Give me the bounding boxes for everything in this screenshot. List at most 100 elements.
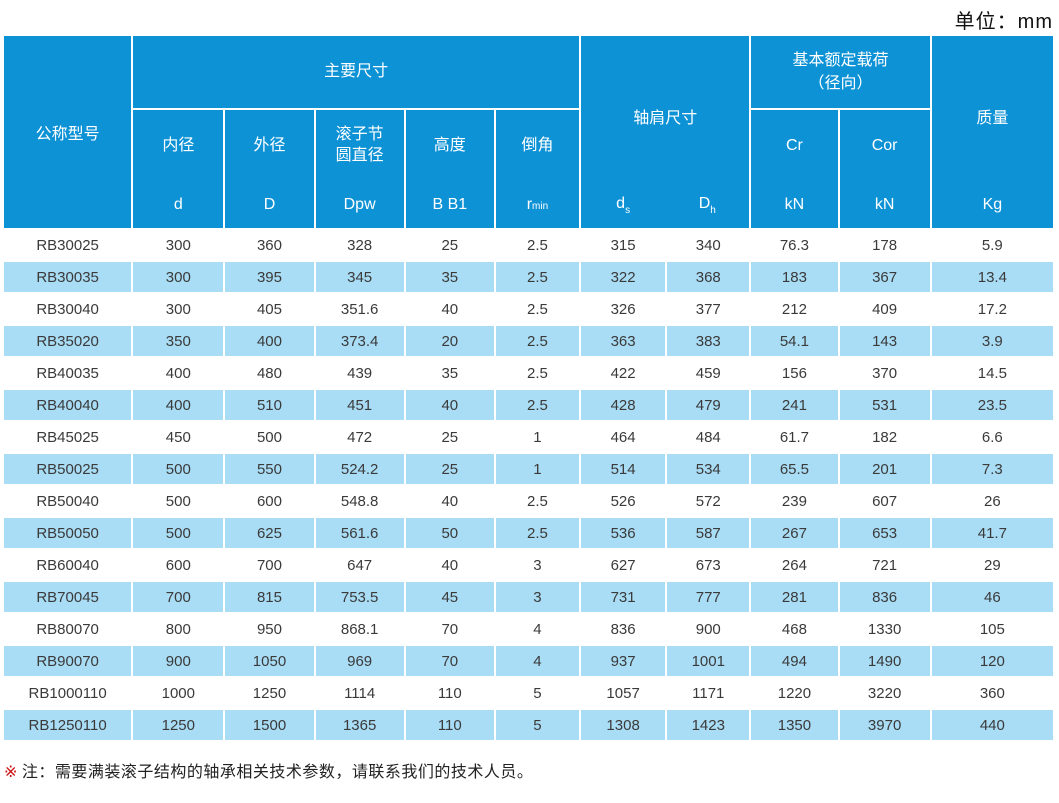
table-cell: 753.5 [315, 582, 404, 612]
col-group-shoulder-dimensions: 轴肩尺寸 ds Dh [581, 36, 750, 228]
table-cell: 400 [225, 326, 314, 356]
table-cell: 836 [839, 582, 930, 612]
table-cell: 13.4 [931, 262, 1053, 292]
table-cell: 367 [839, 262, 930, 292]
table-cell: 25 [405, 422, 494, 452]
table-cell: 45 [405, 582, 494, 612]
footnote-asterisk: ※ [4, 764, 18, 781]
table-cell: 5 [495, 678, 580, 708]
table-cell: 700 [133, 582, 224, 612]
table-cell: 1500 [225, 710, 314, 740]
table-cell: RB30025 [4, 230, 132, 260]
table-cell: 50 [405, 518, 494, 548]
table-cell: RB80070 [4, 614, 132, 644]
table-cell: 500 [133, 518, 224, 548]
table-cell: RB50040 [4, 486, 132, 516]
table-cell: 653 [839, 518, 930, 548]
table-cell: 23.5 [931, 390, 1053, 420]
table-cell: 2.5 [495, 294, 580, 324]
table-row: RB40040 400 510 451 40 2.5 428 479 241 531 23.5 [4, 390, 1053, 420]
table-cell: 459 [667, 358, 750, 388]
table-cell: 572 [667, 486, 750, 516]
table-cell: 950 [225, 614, 314, 644]
table-cell: 464 [581, 422, 666, 452]
table-cell: RB1000110 [4, 678, 132, 708]
table-cell: 178 [839, 230, 930, 260]
col-symbol-rmin: r min [526, 196, 549, 213]
table-cell: 5 [495, 710, 580, 740]
table-cell: 76.3 [751, 230, 838, 260]
table-row: RB45025 450 500 472 25 1 464 484 61.7 182 6.6 [4, 422, 1053, 452]
table-cell: 363 [581, 326, 666, 356]
table-cell: 6.6 [931, 422, 1053, 452]
table-cell: 241 [751, 390, 838, 420]
table-cell: 20 [405, 326, 494, 356]
table-cell: 29 [931, 550, 1053, 580]
col-symbol-Dh: Dh [698, 194, 716, 217]
col-symbol-B-B1: B B1 [432, 196, 468, 213]
table-cell: 300 [133, 294, 224, 324]
table-cell: 440 [931, 710, 1053, 740]
col-header-model: 公称型号 [4, 36, 132, 228]
table-cell: 35 [405, 262, 494, 292]
table-cell: 647 [315, 550, 404, 580]
table-cell: 600 [225, 486, 314, 516]
table-cell: 2.5 [495, 518, 580, 548]
col-header-outer-diameter: 外径 D [225, 110, 314, 228]
table-row: RB80070 800 950 868.1 70 4 836 900 468 1330 105 [4, 614, 1053, 644]
table-cell: 500 [225, 422, 314, 452]
table-cell: 46 [931, 582, 1053, 612]
table-cell: 40 [405, 294, 494, 324]
table-row: RB50025 500 550 524.2 25 1 514 534 65.5 201 7.3 [4, 454, 1053, 484]
table-cell: 360 [225, 230, 314, 260]
table-cell: 1171 [667, 678, 750, 708]
shoulder-dimensions-label: 轴肩尺寸 [633, 110, 698, 127]
table-cell: 328 [315, 230, 404, 260]
table-cell: 156 [751, 358, 838, 388]
table-row: RB1250110 1250 1500 1365 110 5 1308 1423 1350 397… [4, 710, 1053, 740]
table-cell: 777 [667, 582, 750, 612]
table-row: RB30040 300 405 351.6 40 2.5 326 377 212 409 17.2 [4, 294, 1053, 324]
col-header-cor: Cor kN [839, 110, 930, 228]
shoulder-symbols: ds Dh [581, 182, 749, 228]
table-cell: 3 [495, 550, 580, 580]
table-cell: 315 [581, 230, 666, 260]
table-cell: 451 [315, 390, 404, 420]
table-cell: RB30035 [4, 262, 132, 292]
table-cell: 479 [667, 390, 750, 420]
table-body: RB30025 300 360 328 25 2.5 315 340 76.3 178 5.9 RB3… [4, 230, 1053, 740]
table-row: RB50050 500 625 561.6 50 2.5 536 587 267 653 41.7 [4, 518, 1053, 548]
col-group-basic-load: 基本额定载荷 （径向） [751, 36, 930, 108]
table-cell: 2.5 [495, 390, 580, 420]
table-cell: 70 [405, 614, 494, 644]
table-cell: 1250 [225, 678, 314, 708]
table-cell: 3970 [839, 710, 930, 740]
table-row: RB90070 900 1050 969 70 4 937 1001 494 1490 120 [4, 646, 1053, 676]
table-cell: 607 [839, 486, 930, 516]
table-cell: 54.1 [751, 326, 838, 356]
table-cell: 428 [581, 390, 666, 420]
table-cell: 340 [667, 230, 750, 260]
table-cell: 800 [133, 614, 224, 644]
table-cell: 561.6 [315, 518, 404, 548]
table-cell: 345 [315, 262, 404, 292]
footnote: ※ 注：需要满装滚子结构的轴承相关技术参数，请联系我们的技术人员。 [4, 758, 1059, 782]
table-cell: RB90070 [4, 646, 132, 676]
table-cell: RB50050 [4, 518, 132, 548]
table-cell: 534 [667, 454, 750, 484]
table-cell: 937 [581, 646, 666, 676]
table-cell: 627 [581, 550, 666, 580]
table-cell: 1490 [839, 646, 930, 676]
table-cell: 110 [405, 710, 494, 740]
table-cell: 472 [315, 422, 404, 452]
col-symbol-Dpw: Dpw [343, 196, 376, 213]
table-cell: 1057 [581, 678, 666, 708]
table-cell: 815 [225, 582, 314, 612]
table-cell: 350 [133, 326, 224, 356]
table-cell: 1423 [667, 710, 750, 740]
col-header-mass: 质量 Kg [931, 36, 1053, 228]
table-cell: 281 [751, 582, 838, 612]
table-cell: 536 [581, 518, 666, 548]
table-row: RB35020 350 400 373.4 20 2.5 363 383 54.1 143 3.9 [4, 326, 1053, 356]
table-cell: 183 [751, 262, 838, 292]
